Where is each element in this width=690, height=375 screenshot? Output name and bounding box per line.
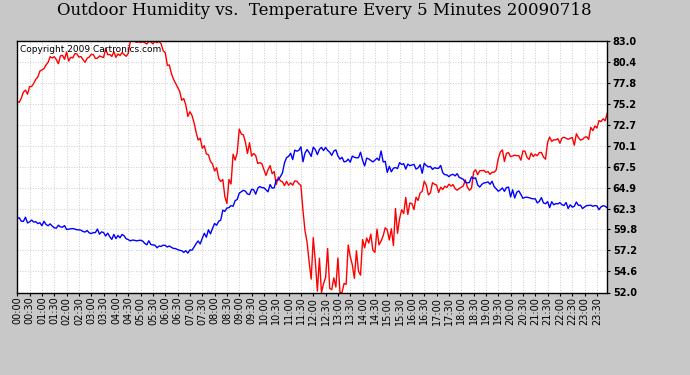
Text: Copyright 2009 Cartronics.com: Copyright 2009 Cartronics.com	[20, 45, 161, 54]
Text: Outdoor Humidity vs.  Temperature Every 5 Minutes 20090718: Outdoor Humidity vs. Temperature Every 5…	[57, 2, 591, 19]
